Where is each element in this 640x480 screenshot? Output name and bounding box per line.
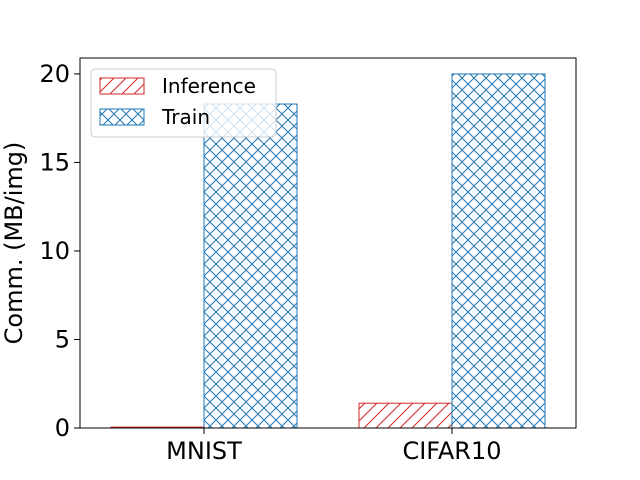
y-tick-label: 5 xyxy=(55,325,70,353)
bar-inference-cifar10 xyxy=(358,402,453,429)
legend: Inference Train xyxy=(90,68,277,138)
legend-label-inference: Inference xyxy=(162,74,256,98)
bar-train-mnist xyxy=(203,103,298,429)
x-axis: MNIST CIFAR10 xyxy=(166,428,502,465)
y-tick-label: 20 xyxy=(39,60,70,88)
plot-frame xyxy=(79,57,577,429)
legend-swatch-inference xyxy=(99,77,145,95)
y-tick-label: 0 xyxy=(55,414,70,442)
y-tick-label: 10 xyxy=(39,237,70,265)
legend-swatch-train xyxy=(99,108,145,126)
y-axis: 0 5 10 15 20 xyxy=(39,60,80,442)
x-tick-label: CIFAR10 xyxy=(402,437,501,465)
bar-train-cifar10 xyxy=(451,73,546,429)
y-axis-label: Comm. (MB/img) xyxy=(0,142,28,345)
bars-layer xyxy=(110,73,546,429)
x-tick-label: MNIST xyxy=(166,437,242,465)
legend-label-train: Train xyxy=(161,105,210,129)
y-tick-label: 15 xyxy=(39,148,70,176)
